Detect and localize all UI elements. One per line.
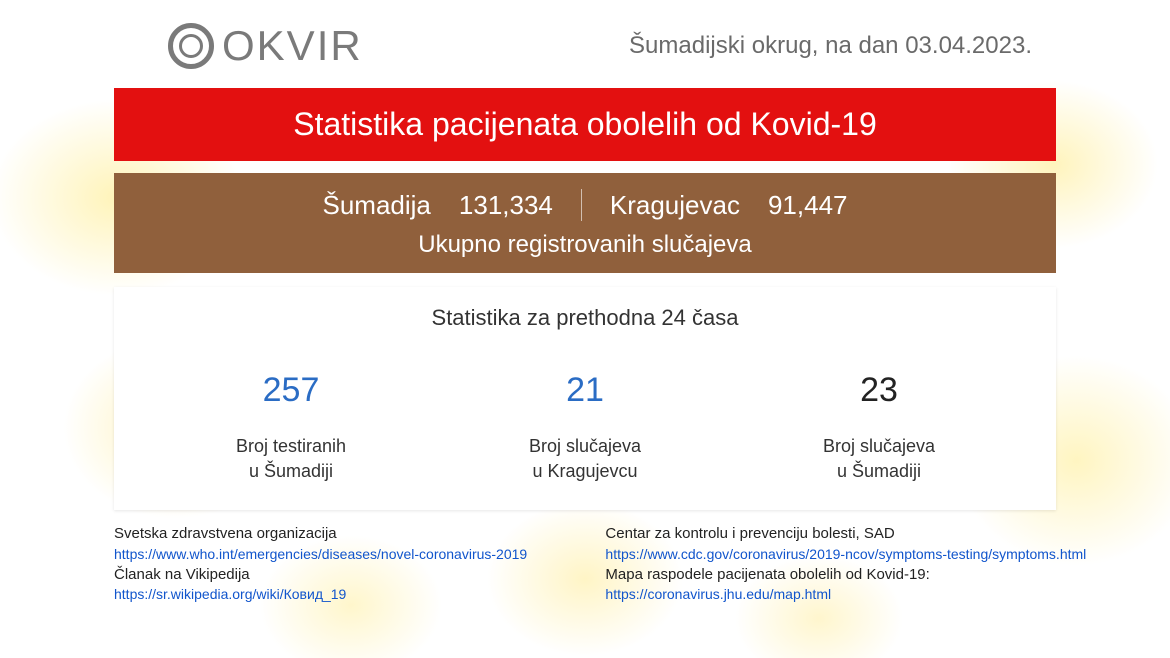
title-banner: Statistika pacijenata obolelih od Kovid-… <box>114 88 1056 161</box>
daily-title: Statistika za prethodna 24 časa <box>114 305 1056 331</box>
footer-link-jhu[interactable]: https://coronavirus.jhu.edu/map.html <box>605 586 831 602</box>
totals-divider <box>581 189 582 221</box>
daily-panel: Statistika za prethodna 24 časa 257 Broj… <box>114 287 1056 510</box>
footer-label: Centar za kontrolu i prevenciju bolesti,… <box>605 524 1102 544</box>
stat-value: 23 <box>732 371 1026 410</box>
logo-circle-icon <box>168 23 214 69</box>
region-prefix: Šumadijski okrug, na dan <box>629 32 898 59</box>
totals-subtitle: Ukupno registrovanih slučajeva <box>114 231 1056 259</box>
stat-block: 257 Broj testiranih u Šumadiji <box>144 371 438 484</box>
header: OKVIR Šumadijski okrug, na dan 03.04.202… <box>48 22 1122 70</box>
footer-link-who[interactable]: https://www.who.int/emergencies/diseases… <box>114 546 527 562</box>
stat-block: 23 Broj slučajeva u Šumadiji <box>732 371 1026 484</box>
footer: Svetska zdravstvena organizacija https:/… <box>48 524 1122 605</box>
footer-label: Svetska zdravstvena organizacija <box>114 524 565 544</box>
logo: OKVIR <box>168 22 363 70</box>
stat-value: 21 <box>438 371 732 410</box>
stat-label: Broj slučajeva u Šumadiji <box>732 434 1026 484</box>
header-info: Šumadijski okrug, na dan 03.04.2023. <box>629 32 1032 60</box>
stat-label: Broj testiranih u Šumadiji <box>144 434 438 484</box>
header-date: 03.04.2023. <box>905 32 1032 59</box>
footer-right: Centar za kontrolu i prevenciju bolesti,… <box>565 524 1102 605</box>
stat-label: Broj slučajeva u Kragujevcu <box>438 434 732 484</box>
totals-panel: Šumadija 131,334 Kragujevac 91,447 Ukupn… <box>114 173 1056 273</box>
main-content: OKVIR Šumadijski okrug, na dan 03.04.202… <box>0 0 1170 658</box>
region1-value: 131,334 <box>459 190 553 221</box>
stats-row: 257 Broj testiranih u Šumadiji 21 Broj s… <box>114 371 1056 484</box>
footer-link-cdc[interactable]: https://www.cdc.gov/coronavirus/2019-nco… <box>605 546 1086 562</box>
logo-text: OKVIR <box>222 22 363 70</box>
totals-row: Šumadija 131,334 Kragujevac 91,447 <box>114 189 1056 221</box>
footer-label: Članak na Vikipedija <box>114 565 565 585</box>
footer-link-wiki[interactable]: https://sr.wikipedia.org/wiki/Ковид_19 <box>114 586 346 602</box>
stat-value: 257 <box>144 371 438 410</box>
footer-label: Mapa raspodele pacijenata obolelih od Ko… <box>605 565 1102 585</box>
footer-left: Svetska zdravstvena organizacija https:/… <box>114 524 565 605</box>
region1-label: Šumadija <box>323 190 431 221</box>
region2-label: Kragujevac <box>610 190 740 221</box>
region2-value: 91,447 <box>768 190 848 221</box>
stat-block: 21 Broj slučajeva u Kragujevcu <box>438 371 732 484</box>
